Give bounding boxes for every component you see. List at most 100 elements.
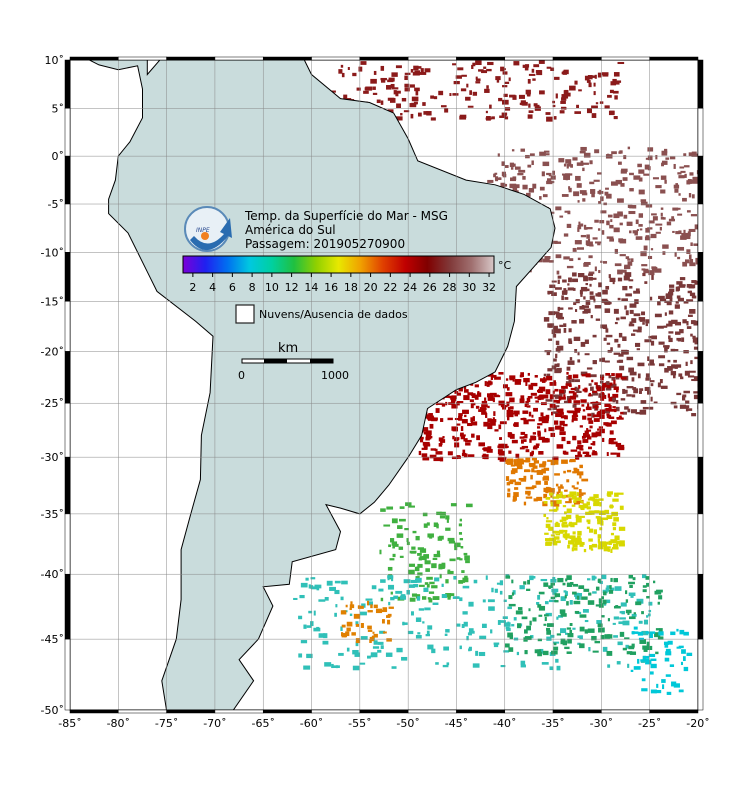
- sst-pixel: [563, 288, 567, 292]
- sst-pixel: [668, 320, 673, 326]
- sst-pixel: [506, 627, 511, 632]
- sst-pixel: [410, 113, 414, 119]
- sst-pixel: [552, 333, 557, 338]
- sst-pixel: [669, 156, 676, 160]
- sst-pixel: [577, 541, 583, 545]
- sst-pixel: [549, 492, 554, 496]
- sst-pixel: [577, 642, 581, 645]
- sst-pixel: [552, 325, 558, 331]
- sst-pixel: [686, 249, 691, 254]
- sst-pixel: [591, 105, 598, 109]
- sst-pixel: [554, 388, 559, 392]
- sst-pixel: [618, 151, 622, 154]
- sst-pixel: [588, 538, 593, 542]
- sst-pixel: [572, 591, 577, 595]
- sst-pixel: [568, 328, 572, 333]
- sst-pixel: [623, 214, 628, 219]
- sst-pixel: [508, 647, 514, 652]
- sst-pixel: [408, 584, 415, 588]
- sst-pixel: [364, 87, 369, 91]
- sst-pixel: [434, 577, 440, 582]
- sst-pixel: [694, 224, 698, 230]
- frame-bar: [697, 203, 704, 253]
- lon-tick-label: -35˚: [541, 717, 564, 730]
- sst-pixel: [496, 77, 500, 83]
- sst-pixel: [391, 518, 398, 524]
- sst-pixel: [600, 210, 607, 214]
- sst-pixel: [662, 244, 669, 249]
- sst-pixel: [394, 90, 401, 94]
- sst-pixel: [538, 605, 546, 611]
- sst-pixel: [637, 658, 640, 664]
- sst-pixel: [599, 374, 605, 379]
- sst-pixel: [594, 510, 600, 514]
- frame-bar: [359, 709, 409, 714]
- sst-pixel: [468, 628, 474, 634]
- sst-pixel: [594, 219, 599, 223]
- sst-pixel: [386, 85, 392, 90]
- sst-pixel: [341, 72, 345, 78]
- sst-pixel: [462, 409, 469, 414]
- sst-pixel: [626, 356, 634, 361]
- sst-pixel: [619, 238, 627, 244]
- sst-pixel: [623, 155, 627, 160]
- sst-pixel: [625, 293, 632, 297]
- sst-pixel: [550, 650, 558, 655]
- sst-pixel: [430, 117, 436, 121]
- sst-pixel: [638, 224, 643, 227]
- sst-pixel: [650, 396, 653, 402]
- frame-bar: [262, 56, 312, 61]
- sst-pixel: [525, 496, 533, 499]
- sst-pixel: [583, 548, 587, 553]
- sst-pixel: [678, 645, 684, 649]
- sst-pixel: [471, 394, 478, 398]
- sst-pixel: [465, 96, 471, 101]
- sst-pixel: [452, 596, 460, 599]
- sst-pixel: [460, 432, 464, 436]
- sst-pixel: [587, 600, 595, 605]
- sst-pixel: [303, 665, 311, 670]
- sst-pixel: [498, 177, 502, 180]
- lat-tick-label: -5˚: [48, 198, 64, 211]
- sst-pixel: [596, 620, 603, 624]
- sst-pixel: [606, 302, 612, 305]
- sst-pixel: [612, 90, 619, 94]
- sst-pixel: [638, 169, 645, 174]
- sst-pixel: [561, 529, 568, 533]
- sst-pixel: [486, 448, 493, 453]
- sst-pixel: [513, 184, 520, 189]
- sst-pixel: [550, 578, 557, 583]
- sst-pixel: [615, 373, 623, 378]
- sst-pixel: [554, 600, 559, 603]
- sst-pixel: [452, 63, 457, 66]
- sst-pixel: [555, 206, 562, 211]
- sst-pixel: [609, 89, 614, 94]
- sst-pixel: [587, 498, 594, 501]
- sst-pixel: [485, 412, 488, 418]
- sst-pixel: [582, 167, 585, 172]
- sst-pixel: [552, 456, 556, 460]
- sst-pixel: [475, 405, 480, 409]
- sst-pixel: [467, 632, 472, 636]
- sst-pixel: [504, 107, 511, 111]
- sst-pixel: [633, 290, 641, 294]
- sst-pixel: [380, 579, 386, 583]
- sst-pixel: [519, 436, 525, 439]
- lon-tick-label: -75˚: [155, 717, 178, 730]
- sst-pixel: [349, 607, 352, 611]
- sst-pixel: [444, 108, 449, 113]
- sst-pixel: [494, 429, 499, 432]
- sst-pixel: [387, 566, 393, 571]
- sst-pixel: [663, 325, 668, 328]
- sst-pixel: [542, 461, 547, 466]
- sst-pixel: [682, 405, 690, 409]
- sst-pixel: [440, 441, 443, 446]
- sst-pixel: [658, 595, 663, 600]
- sst-pixel: [627, 261, 633, 266]
- sst-pixel: [463, 386, 467, 390]
- sst-pixel: [584, 339, 589, 344]
- sst-pixel: [690, 320, 696, 325]
- sst-pixel: [429, 454, 437, 459]
- sst-pixel: [592, 441, 596, 446]
- sst-pixel: [622, 620, 630, 626]
